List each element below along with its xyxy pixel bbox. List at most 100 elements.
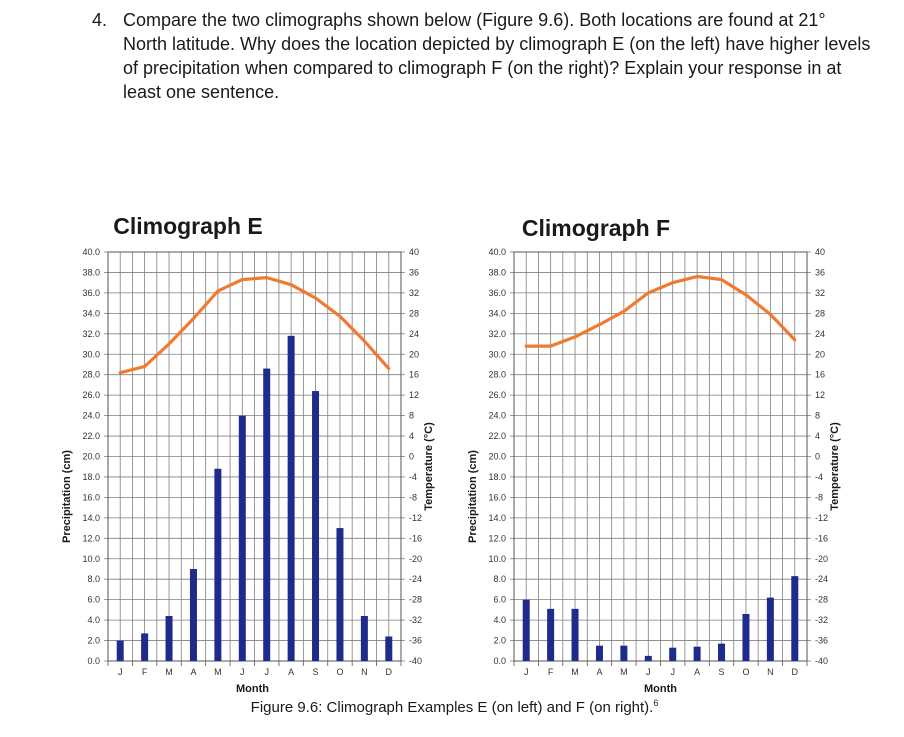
y-tick-label: 20.0 <box>488 452 506 462</box>
y2-tick-label: -12 <box>815 513 828 523</box>
y-axis-label: Precipitation (cm) <box>467 450 479 543</box>
y-tick-label: 8.0 <box>493 574 506 584</box>
y2-tick-label: 8 <box>409 411 414 421</box>
y2-tick-label: -24 <box>409 574 422 584</box>
month-label: F <box>142 667 148 677</box>
y2-tick-label: -4 <box>815 472 823 482</box>
precip-bar <box>791 576 799 661</box>
month-label: M <box>214 667 222 677</box>
y-tick-label: 4.0 <box>493 615 506 625</box>
y2-tick-label: -28 <box>815 595 828 605</box>
y2-tick-label: 28 <box>409 308 419 318</box>
month-label: O <box>336 667 343 677</box>
y-tick-label: 14.0 <box>82 513 100 523</box>
y2-tick-label: -24 <box>815 574 828 584</box>
y-tick-label: 14.0 <box>488 513 506 523</box>
figure-caption: Figure 9.6: Climograph Examples E (on le… <box>0 698 904 716</box>
caption-footnote: 6 <box>653 698 659 708</box>
y2-tick-label: 0 <box>815 452 820 462</box>
y-tick-label: 40.0 <box>82 247 100 257</box>
temperature-line <box>118 276 391 375</box>
y-tick-label: 26.0 <box>488 390 506 400</box>
y2-tick-label: 16 <box>815 370 825 380</box>
month-label: F <box>548 667 554 677</box>
y2-tick-label: -28 <box>409 595 422 605</box>
precip-bar <box>312 391 320 661</box>
month-label: J <box>646 667 651 677</box>
y2-tick-label: 36 <box>815 267 825 277</box>
y-axis-label: Precipitation (cm) <box>61 450 73 543</box>
y-tick-label: 34.0 <box>488 308 506 318</box>
y2-tick-label: -16 <box>815 533 828 543</box>
precip-bar <box>116 640 124 661</box>
y2-tick-label: 28 <box>815 308 825 318</box>
month-label: M <box>620 667 628 677</box>
y2-axis-label: Temperature (°C) <box>829 422 841 511</box>
y-tick-label: 18.0 <box>488 472 506 482</box>
y-tick-label: 6.0 <box>493 595 506 605</box>
climograph-f: Climograph F 0.0 2.0 4.0 6.0 8.0 10.0 12.0 14.0 1… <box>467 215 841 695</box>
chart-title: Climograph F <box>522 215 670 241</box>
y2-tick-label: 20 <box>409 349 419 359</box>
precip-bar <box>522 599 530 661</box>
y-tick-label: 12.0 <box>488 533 506 543</box>
y-tick-label: 18.0 <box>82 472 100 482</box>
y-tick-label: 28.0 <box>82 370 100 380</box>
y2-tick-label: 4 <box>815 431 820 441</box>
y2-tick-label: -12 <box>409 513 422 523</box>
y2-tick-label: -36 <box>815 636 828 646</box>
y2-tick-label: -20 <box>409 554 422 564</box>
precip-bar <box>287 335 295 661</box>
month-label: A <box>694 667 700 677</box>
y2-tick-label: -8 <box>815 492 823 502</box>
precip-bar <box>547 608 555 661</box>
month-label: J <box>264 667 269 677</box>
y-tick-label: 8.0 <box>87 574 100 584</box>
y-tick-label: 6.0 <box>87 595 100 605</box>
x-axis-label: Month <box>236 683 269 695</box>
month-label: A <box>190 667 196 677</box>
y2-tick-label: 24 <box>409 329 419 339</box>
precip-bar <box>263 368 271 661</box>
precip-bar <box>571 608 579 661</box>
month-label: M <box>165 667 173 677</box>
y-tick-label: 12.0 <box>82 533 100 543</box>
precip-bar <box>189 568 197 661</box>
climograph-e: Climograph E 0.0 2.0 4.0 6.0 8.0 10.0 12.0 14.0 1… <box>61 213 435 695</box>
month-label: O <box>742 667 749 677</box>
question-text: Compare the two climographs shown below … <box>123 10 871 102</box>
y-tick-label: 0.0 <box>87 656 100 666</box>
y-tick-label: 2.0 <box>493 636 506 646</box>
y-tick-label: 32.0 <box>488 329 506 339</box>
y2-axis-label: Temperature (°C) <box>423 422 435 511</box>
y-tick-label: 30.0 <box>82 349 100 359</box>
precip-bar <box>693 646 701 661</box>
y-tick-label: 16.0 <box>488 492 506 502</box>
y-tick-label: 2.0 <box>87 636 100 646</box>
precip-bar <box>165 616 173 661</box>
y2-tick-label: -40 <box>815 656 828 666</box>
precip-bar <box>336 528 344 661</box>
month-label: J <box>118 667 123 677</box>
precip-bar <box>669 647 677 661</box>
y2-tick-label: 4 <box>409 431 414 441</box>
caption-text: Figure 9.6: Climograph Examples E (on le… <box>250 699 654 716</box>
y2-tick-label: 0 <box>409 452 414 462</box>
y-tick-label: 36.0 <box>488 288 506 298</box>
y2-tick-label: 40 <box>409 247 419 257</box>
precip-bar <box>766 597 774 661</box>
y2-tick-label: 40 <box>815 247 825 257</box>
y-tick-label: 28.0 <box>488 370 506 380</box>
y2-tick-label: 24 <box>815 329 825 339</box>
month-label: S <box>313 667 319 677</box>
month-label: D <box>386 667 393 677</box>
y-tick-label: 26.0 <box>82 390 100 400</box>
y2-tick-label: 12 <box>815 390 825 400</box>
month-label: N <box>767 667 774 677</box>
y2-tick-label: -20 <box>815 554 828 564</box>
y2-tick-label: -8 <box>409 492 417 502</box>
y-tick-label: 38.0 <box>82 267 100 277</box>
precip-bar <box>238 415 246 661</box>
precip-bar <box>385 636 393 661</box>
